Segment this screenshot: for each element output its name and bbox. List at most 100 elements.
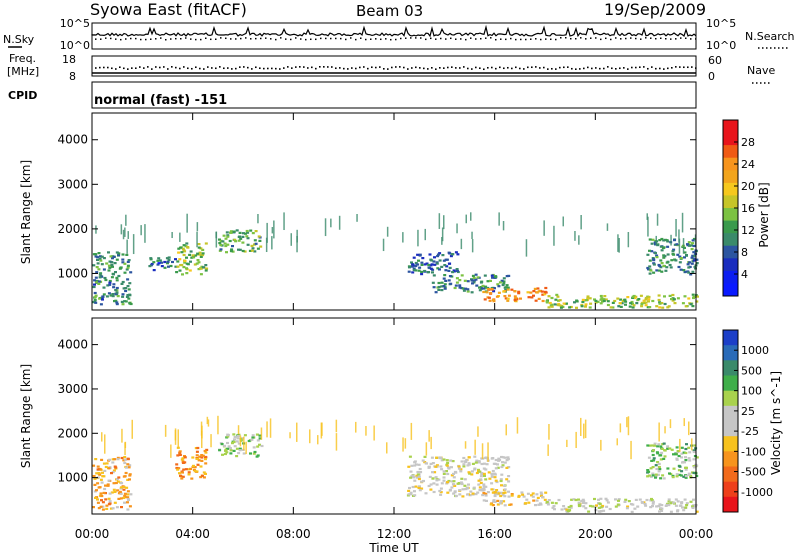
heat-cell [504, 286, 508, 289]
heat-cell [659, 245, 663, 248]
heat-cell [440, 265, 444, 268]
heat-cell [480, 287, 484, 290]
heat-cell [190, 256, 194, 259]
heat-cell [199, 247, 203, 250]
heat-cell [178, 453, 182, 456]
nave-dot [491, 66, 493, 69]
nsearch-dot [305, 38, 307, 41]
heat-cell [199, 476, 203, 479]
heat-cell [656, 461, 660, 464]
heat-cell [178, 258, 182, 261]
heat-cell [95, 472, 99, 475]
heat-cell [685, 254, 688, 257]
heat-cell [225, 231, 229, 234]
heat-cell [407, 493, 411, 496]
nave-dot [531, 66, 533, 69]
heat-cell [433, 471, 437, 474]
heat-cell [104, 498, 108, 501]
heat-cell [687, 241, 691, 244]
heat-cell [239, 435, 242, 447]
colorbar-swatch [723, 145, 738, 159]
heat-cell [475, 284, 479, 287]
heat-cell [95, 271, 99, 274]
heat-cell [125, 253, 129, 256]
nsearch-tick-bottom: 10^0 [706, 39, 736, 52]
heat-cell [620, 302, 624, 305]
heat-cell [655, 467, 659, 471]
heat-cell [687, 297, 691, 300]
nave-dot [251, 68, 253, 70]
heat-cell [687, 457, 691, 460]
heat-cell [204, 242, 208, 245]
heat-cell [266, 421, 268, 438]
heat-cell [484, 492, 488, 495]
nsearch-dot [225, 37, 227, 40]
heat-cell [225, 451, 229, 454]
heat-cell [122, 229, 125, 240]
nsearch-dot [520, 38, 522, 41]
heat-cell [232, 433, 236, 436]
heat-cell [126, 294, 130, 297]
colorbar-swatch [723, 245, 738, 259]
nave-label: Nave [747, 64, 775, 77]
heat-cell [196, 259, 200, 262]
heat-cell [659, 477, 663, 480]
heat-cell [541, 299, 545, 303]
heat-cell [452, 480, 456, 483]
heat-cell [649, 506, 653, 509]
heat-cell [233, 438, 236, 441]
colorbar-swatch [723, 157, 738, 171]
heat-cell [506, 297, 510, 300]
heat-cell [478, 286, 481, 289]
heat-cell [619, 423, 622, 433]
heat-cell [243, 250, 247, 253]
heat-cell [123, 262, 127, 265]
nsearch-dot [295, 37, 297, 39]
heat-cell [386, 226, 389, 237]
nave-dot [267, 67, 269, 70]
heat-cell [653, 444, 656, 447]
heat-cell [513, 298, 517, 301]
nave-dot [635, 66, 637, 69]
heat-cell [616, 503, 620, 506]
heat-cell [111, 471, 115, 474]
heat-cell [535, 291, 539, 294]
heat-cell [439, 487, 443, 490]
nave-dot [539, 67, 541, 69]
heat-cell [126, 285, 130, 288]
heat-cell [660, 270, 664, 273]
heat-cell [104, 278, 108, 282]
heat-cell [503, 504, 507, 507]
heat-cell [682, 269, 686, 272]
heat-cell [140, 225, 142, 236]
heat-cell [633, 296, 637, 300]
heat-cell [241, 235, 245, 238]
heat-cell [623, 500, 627, 503]
heat-cell [655, 451, 659, 454]
heat-cell [463, 478, 467, 481]
heat-cell [454, 471, 458, 474]
heat-cell [309, 429, 311, 444]
heat-cell [177, 251, 181, 254]
heat-cell [413, 460, 417, 463]
y-tick-label: 2000 [57, 426, 88, 440]
heat-cell [438, 268, 441, 271]
nave-dot [443, 67, 445, 69]
heat-cell [193, 466, 197, 469]
heat-cell [603, 295, 607, 298]
heat-cell [461, 287, 465, 290]
heat-cell [656, 244, 660, 247]
heat-cell [675, 219, 677, 237]
heat-cell [429, 488, 433, 491]
heat-cell [423, 455, 427, 458]
heat-cell [229, 452, 233, 455]
heat-cell [552, 505, 556, 508]
nsearch-dot [200, 38, 202, 41]
nave-dot [291, 67, 293, 69]
nsearch-dot [525, 38, 527, 41]
heat-cell [680, 452, 684, 455]
heat-cell [99, 492, 103, 495]
heat-cell [687, 271, 691, 274]
heat-cell [655, 256, 659, 259]
